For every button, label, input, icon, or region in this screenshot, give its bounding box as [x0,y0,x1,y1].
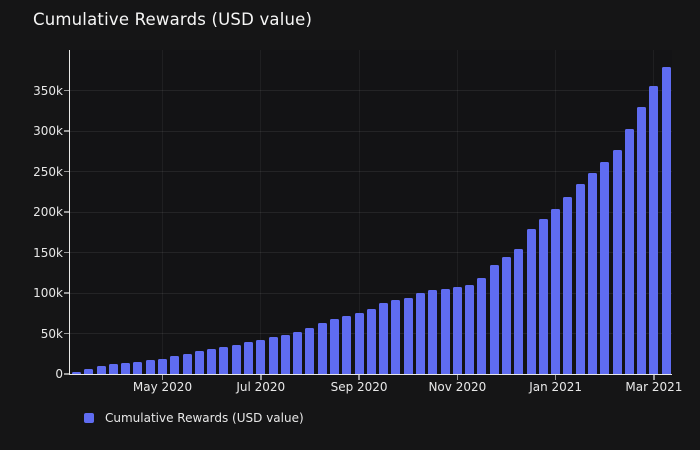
gridline-horizontal [70,90,672,91]
bar-week-36[interactable] [502,256,511,374]
gridline-horizontal [70,292,672,294]
y-tick-label: 300k [33,124,63,138]
x-tick-label: May 2020 [132,380,193,394]
y-axis-line [68,50,70,375]
y-tick-label: 250k [33,164,63,179]
bar-week-14[interactable] [231,344,241,374]
bar-week-26[interactable] [379,303,389,374]
bar-week-17[interactable] [268,336,278,374]
x-tick-mark [456,375,459,380]
bar-week-49[interactable] [661,67,671,374]
bar-week-32[interactable] [452,286,462,374]
y-tick-label: 200k [33,205,63,219]
bar-week-33[interactable] [465,284,475,374]
bar-week-9[interactable] [170,356,180,374]
y-axis-labels: 0 50k 100k 150k 200k 250k 300k 350k [3,50,63,382]
x-axis-labels: May 2020 Jul 2020 Sep 2020 Nov 2020 Jan 2021… [70,380,683,396]
gridline-vertical [358,50,360,374]
x-tick-mark [358,375,360,380]
x-tick-label: Jan 2021 [529,380,583,394]
gridline-horizontal [70,252,672,253]
x-tick-mark [653,375,655,380]
bar-week-4[interactable] [108,364,118,374]
bar-week-45[interactable] [612,150,622,374]
bar-week-44[interactable] [600,161,610,374]
bar-week-28[interactable] [403,297,413,374]
bar-week-20[interactable] [305,328,315,374]
gridline-vertical [162,50,163,374]
bar-week-40[interactable] [551,208,561,374]
y-tick-label: 150k [33,245,63,260]
legend-label: Cumulative Rewards (USD value) [105,411,304,425]
bar-week-29[interactable] [416,293,425,374]
plot-area [70,50,672,374]
x-tick-label: Jul 2020 [236,380,286,394]
bar-week-8[interactable] [158,358,167,374]
x-tick-label: Sep 2020 [330,380,388,394]
bar-week-5[interactable] [121,363,131,374]
x-tick-mark [554,375,557,380]
bar-week-22[interactable] [330,318,339,374]
bar-week-46[interactable] [624,129,634,374]
gridline-vertical [260,50,262,374]
bar-week-31[interactable] [440,288,450,374]
bar-week-16[interactable] [256,339,266,374]
bar-week-1[interactable] [72,371,81,374]
bar-week-35[interactable] [489,265,499,374]
legend-item-cumulative-rewards[interactable]: Cumulative Rewards (USD value) [84,410,304,426]
gridline-horizontal [70,211,672,213]
bar-week-34[interactable] [477,278,487,374]
gridline-vertical [456,50,458,374]
bar-week-43[interactable] [588,173,597,374]
bar-week-41[interactable] [563,197,573,374]
chart-title: Cumulative Rewards (USD value) [33,10,313,29]
bar-week-13[interactable] [219,347,229,374]
bar-week-7[interactable] [145,360,155,374]
bar-week-15[interactable] [244,341,253,374]
bar-week-19[interactable] [293,331,303,374]
bar-week-25[interactable] [366,309,376,374]
bar-week-37[interactable] [514,249,524,374]
x-axis-line [68,373,672,375]
y-tick-label: 100k [33,286,63,300]
bar-week-39[interactable] [538,219,548,374]
gridline-horizontal [70,171,672,172]
bar-week-42[interactable] [575,183,585,374]
y-tick-label: 50k [40,326,63,341]
bar-week-47[interactable] [637,106,647,374]
bar-week-12[interactable] [207,348,217,374]
gridline-horizontal [70,130,672,132]
y-tick-label: 0 [55,367,63,381]
bar-week-27[interactable] [391,300,401,374]
legend-swatch-icon [84,413,94,423]
x-tick-mark [161,375,164,380]
x-tick-mark [260,375,262,380]
bar-week-18[interactable] [280,334,290,374]
bar-week-23[interactable] [342,315,352,374]
x-tick-label: Mar 2021 [625,380,683,394]
bar-week-30[interactable] [428,290,438,374]
bar-week-24[interactable] [354,313,364,374]
bar-week-10[interactable] [182,353,192,374]
bar-week-21[interactable] [317,323,327,374]
bar-week-6[interactable] [133,361,143,374]
y-tick-label: 350k [33,83,63,98]
bar-week-3[interactable] [96,366,106,374]
x-tick-label: Nov 2020 [428,380,487,394]
bar-week-38[interactable] [526,229,536,374]
bar-week-48[interactable] [649,86,659,374]
bar-week-2[interactable] [84,369,94,374]
bar-week-11[interactable] [194,350,204,374]
